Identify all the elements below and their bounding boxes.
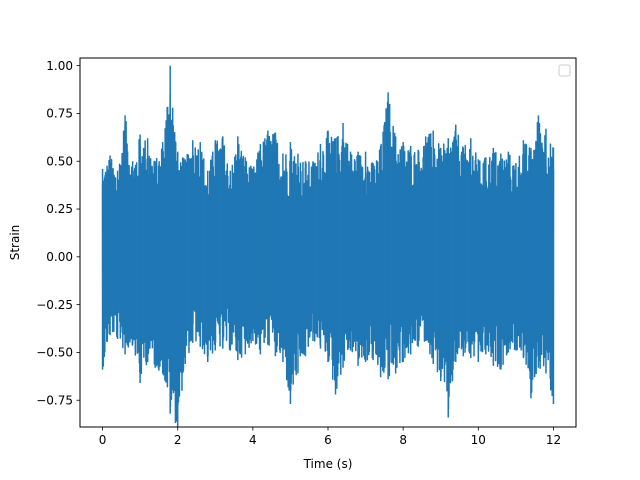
x-tick-label: 10 [471,433,486,447]
x-tick-label: 2 [174,433,182,447]
y-tick-label: 1.00 [46,59,73,73]
y-axis-label: Strain [8,225,22,261]
y-tick-label: −0.25 [36,298,73,312]
series-layer [101,65,555,427]
y-tick-label: 0.75 [46,107,73,121]
x-tick-label: 6 [324,433,332,447]
x-tick-label: 0 [99,433,107,447]
x-tick-label: 12 [546,433,561,447]
y-axis-ticks: −0.75 −0.50 −0.25 0.00 0.25 0.50 0.75 1.00 [36,59,80,407]
y-tick-label: 0.25 [46,202,73,216]
y-tick-label: −0.50 [36,346,73,360]
y-tick-label: −0.75 [36,393,73,407]
x-tick-label: 4 [249,433,257,447]
x-axis-ticks: 0 2 4 6 8 10 12 [99,427,561,447]
x-axis-label: Time (s) [303,457,353,471]
x-tick-label: 8 [399,433,407,447]
legend-box [558,64,571,77]
y-tick-label: 0.00 [46,250,73,264]
y-tick-label: 0.50 [46,154,73,168]
